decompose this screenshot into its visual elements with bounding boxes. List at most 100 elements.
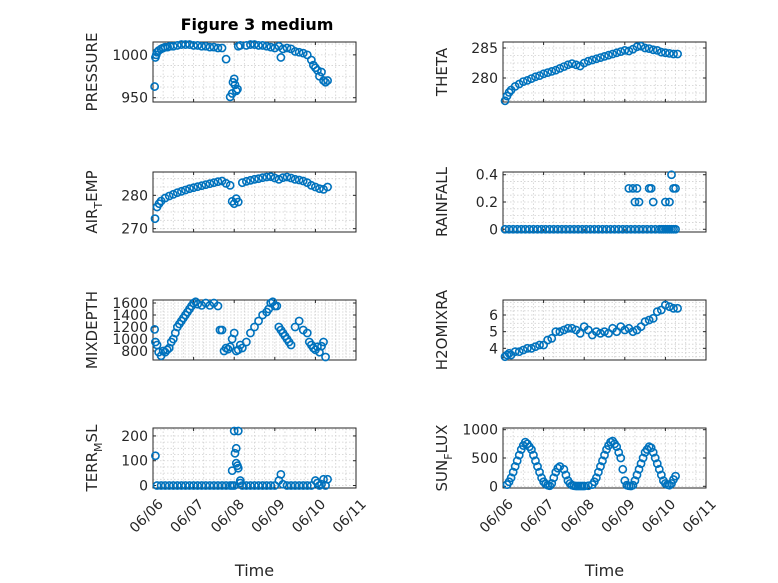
data-point <box>286 173 296 183</box>
axes-border <box>502 41 707 103</box>
data-point <box>630 197 640 207</box>
data-point <box>598 456 607 466</box>
x-tick-label: 06/11 <box>330 496 370 536</box>
data-point <box>270 173 280 183</box>
data-point <box>189 41 198 50</box>
data-point <box>618 224 628 234</box>
data-point <box>225 180 235 190</box>
data-point <box>555 327 565 337</box>
data-point <box>665 49 674 58</box>
data-point <box>152 481 162 490</box>
data-point <box>213 301 223 311</box>
data-point <box>642 224 652 234</box>
x-tick-label: 06/10 <box>289 496 329 536</box>
data-point <box>673 49 682 59</box>
data-point <box>529 224 538 234</box>
data-point <box>193 41 203 50</box>
data-point <box>306 180 316 190</box>
x-tick-label: 06/11 <box>680 496 720 536</box>
data-point <box>241 176 251 186</box>
data-point <box>201 41 211 51</box>
axes-border <box>152 299 357 361</box>
x-tick-label: 06/09 <box>599 496 639 536</box>
data-point <box>230 80 240 90</box>
y-tick-label: 1000 <box>112 48 148 64</box>
data-point <box>646 443 656 453</box>
data-point <box>632 470 642 480</box>
data-point <box>531 456 540 466</box>
subplot-7: 0 100 200 06/06 06/07 06/08 06/09 06/10 06/11 Tim… <box>83 424 370 580</box>
data-point <box>272 301 282 311</box>
data-point <box>313 342 322 352</box>
data-point <box>522 76 532 85</box>
y-tick-label: 0 <box>489 222 498 238</box>
data-point <box>168 481 178 490</box>
data-point <box>317 67 326 77</box>
data-point <box>628 480 638 490</box>
data-point <box>241 41 251 50</box>
data-point <box>181 481 190 490</box>
data-point <box>231 458 241 468</box>
data-point <box>221 481 231 490</box>
data-point <box>537 224 546 234</box>
data-point <box>233 197 243 207</box>
data-point <box>549 473 559 483</box>
data-point <box>616 453 626 463</box>
data-point <box>205 42 215 52</box>
data-point <box>551 65 561 75</box>
data-point <box>321 77 330 87</box>
data-point <box>310 182 320 192</box>
data-point <box>197 41 207 51</box>
data-point <box>553 224 563 234</box>
data-point <box>213 481 223 490</box>
y-tick-label: 1400 <box>112 308 148 324</box>
data-point <box>650 453 660 463</box>
data-point <box>589 224 599 234</box>
y-axis-label: H2OMIXRA <box>433 289 451 370</box>
x-axis-label: Time <box>584 561 624 580</box>
data-point <box>600 327 609 337</box>
data-point <box>591 473 601 483</box>
subplot-2: 280 285 THETA <box>433 41 707 106</box>
data-point <box>527 445 536 454</box>
data-point <box>181 40 190 49</box>
data-point <box>634 224 644 234</box>
y-axis-label-rest: SL <box>83 424 101 443</box>
figure-title: Figure 3 medium <box>181 15 334 34</box>
data-point <box>508 467 518 477</box>
data-point <box>606 224 615 234</box>
data-point <box>581 224 591 234</box>
axes-border <box>152 41 357 103</box>
data-point <box>510 462 520 471</box>
data-point <box>531 72 540 82</box>
x-tick-label: 06/07 <box>518 496 558 536</box>
data-point <box>209 178 219 188</box>
data-point <box>543 335 553 345</box>
data-point <box>522 343 532 353</box>
data-point <box>583 481 593 491</box>
data-point <box>201 481 211 490</box>
data-point <box>246 481 255 490</box>
data-point <box>205 179 215 189</box>
data-point <box>164 191 174 201</box>
y-tick-label: 1200 <box>112 320 148 336</box>
x-tick-label: 06/06 <box>477 496 517 536</box>
data-point <box>549 224 559 234</box>
data-point <box>254 41 263 50</box>
data-point <box>168 189 178 199</box>
data-point <box>648 45 658 55</box>
y-axis-label-sub: T <box>92 202 105 210</box>
data-point <box>250 322 259 332</box>
data-point <box>177 40 186 49</box>
data-point <box>594 467 603 477</box>
data-point <box>565 224 575 234</box>
data-point <box>634 197 644 207</box>
data-point <box>168 41 178 51</box>
data-point <box>587 55 597 65</box>
data-point <box>217 481 227 490</box>
data-point <box>559 464 569 474</box>
x-tick-label: 06/08 <box>208 496 248 536</box>
data-point <box>630 476 640 486</box>
data-point <box>518 345 528 355</box>
